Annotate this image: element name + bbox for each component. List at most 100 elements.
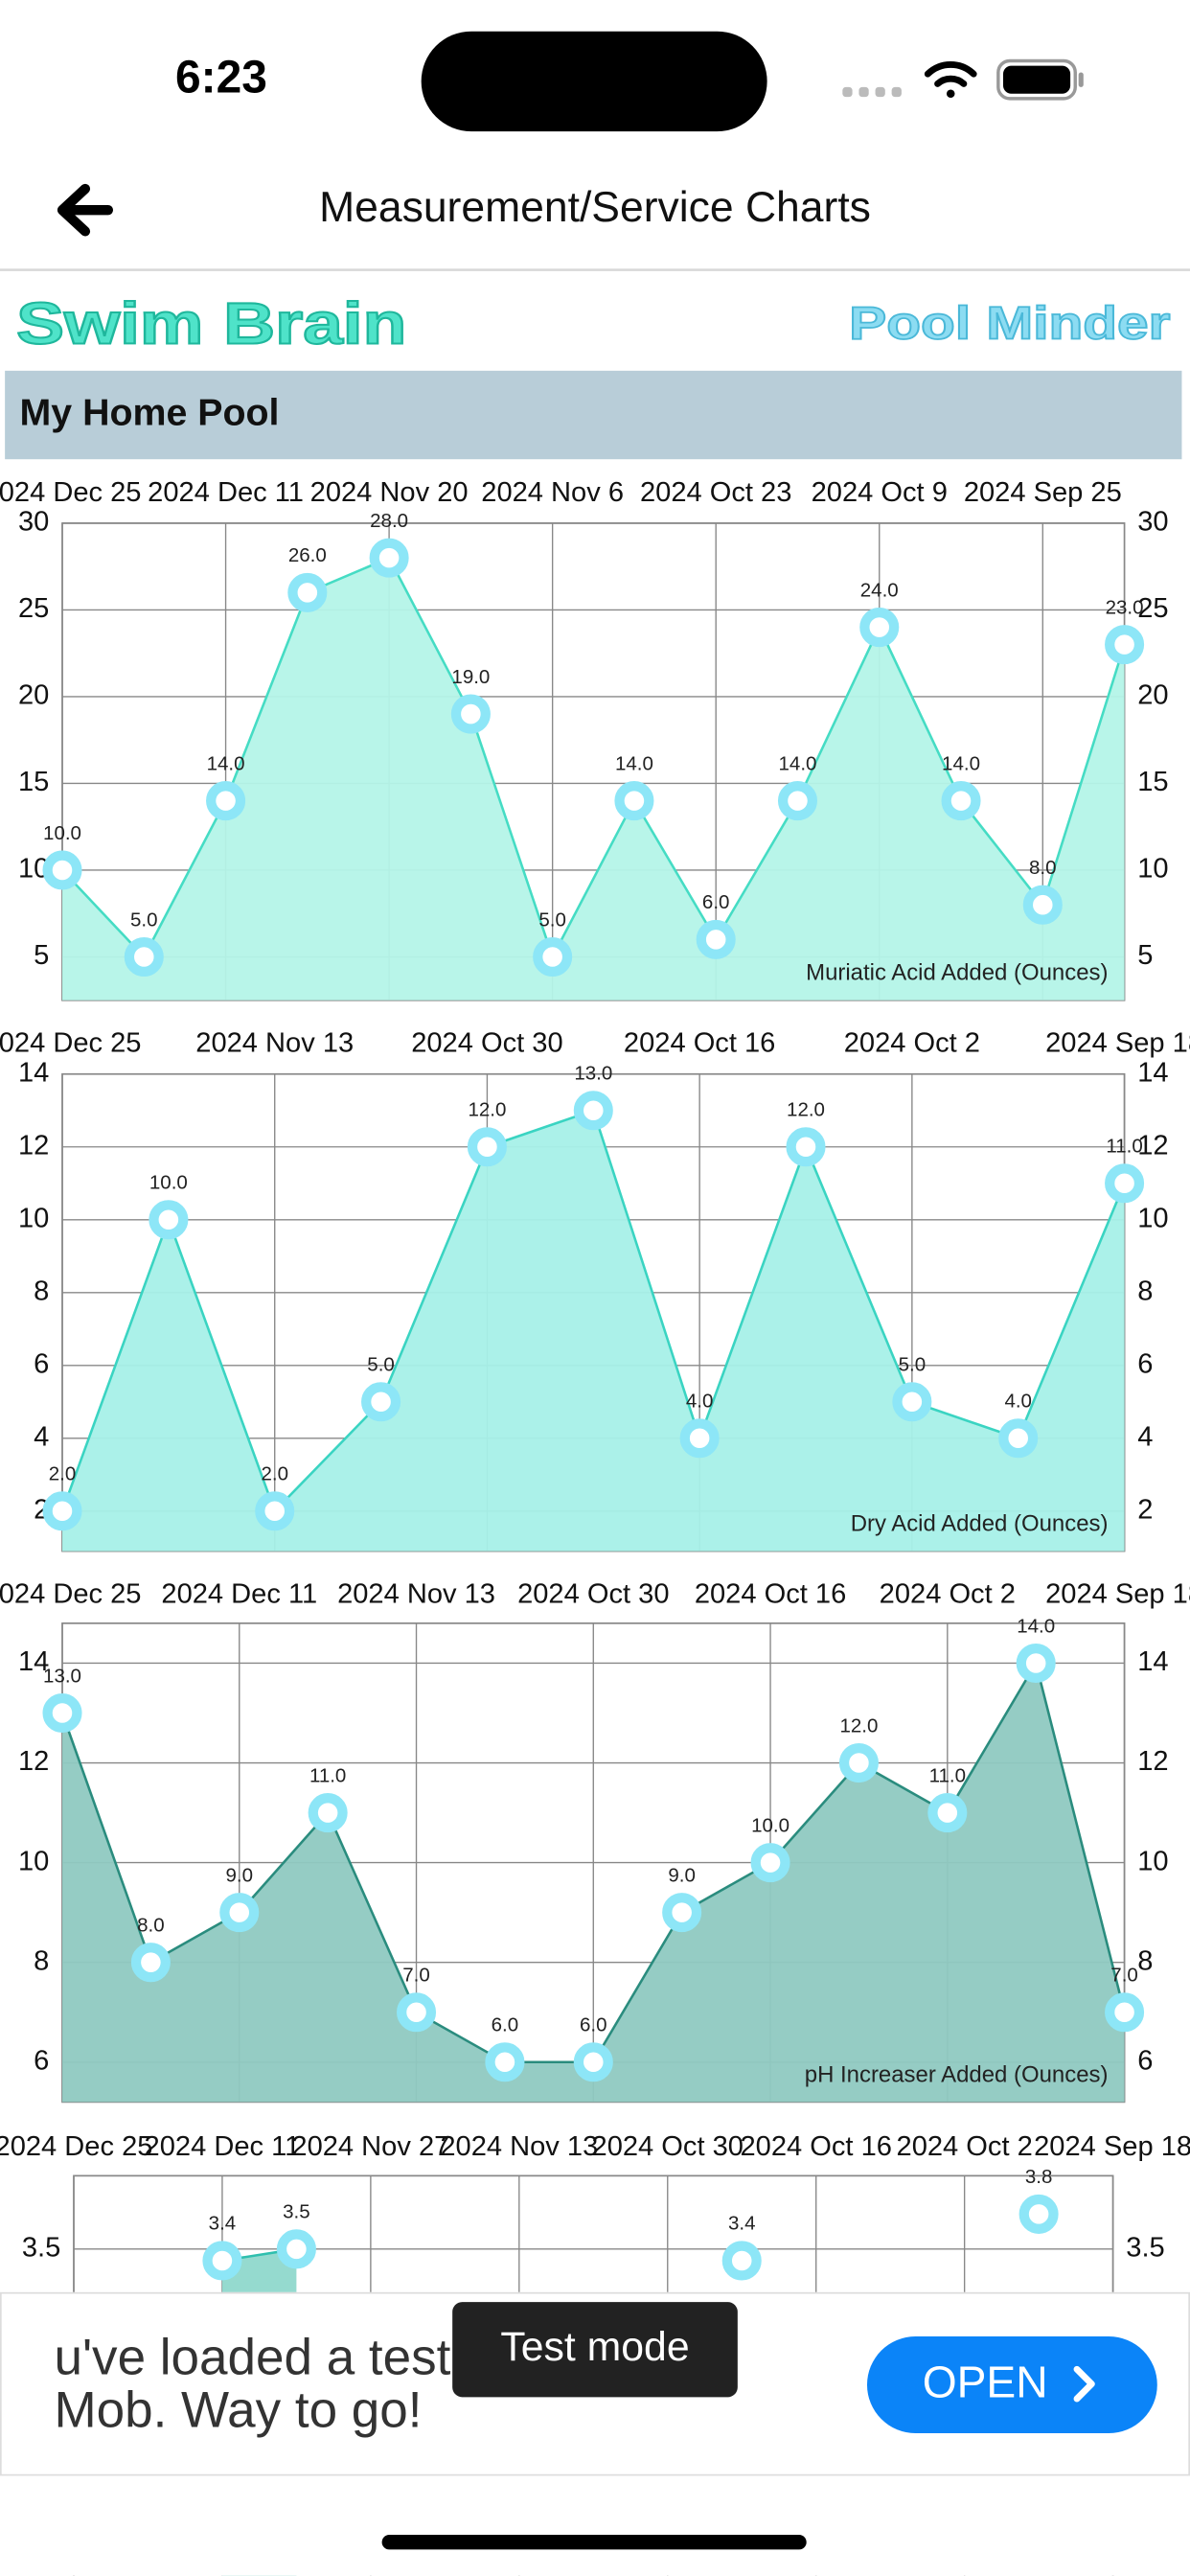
data-point — [1022, 885, 1063, 925]
data-point — [533, 936, 573, 978]
x-tick-label: 2024 Nov 13 — [440, 2131, 598, 2162]
data-point — [1105, 625, 1145, 665]
series-label: Muriatic Acid Added (Ounces) — [806, 960, 1108, 986]
value-label: 5.0 — [899, 1354, 927, 1376]
value-label: 12.0 — [468, 1099, 506, 1121]
value-label: 5.0 — [130, 908, 158, 931]
ad-text[interactable]: u've loaded a test — [54, 2330, 450, 2386]
x-tick-label: 2024 Sep 18 — [1045, 1578, 1190, 1609]
battery-icon — [996, 58, 1084, 101]
data-point — [206, 781, 246, 821]
y-tick-label-right: 15 — [1137, 767, 1168, 797]
value-label: 7.0 — [1110, 1965, 1138, 1987]
value-label: 13.0 — [574, 1063, 612, 1085]
value-label: 11.0 — [1106, 1136, 1142, 1158]
value-label: 14.0 — [1017, 1615, 1055, 1637]
y-tick-label-right: 6 — [1137, 1348, 1153, 1379]
data-point — [750, 1843, 790, 1883]
chart: 2024 Dec 25 2024 Nov 13 2024 Oct 30 2024 Oc… — [0, 1028, 1190, 1552]
x-tick-label: 2024 Oct 16 — [624, 1028, 775, 1059]
value-label: 26.0 — [288, 544, 327, 566]
x-tick-label: 2024 Oct 2 — [897, 2131, 1033, 2162]
series-label: Dry Acid Added (Ounces) — [851, 1511, 1109, 1537]
x-tick-label: 2024 Oct 2 — [844, 1028, 980, 1059]
value-label: 5.0 — [538, 908, 566, 931]
data-point — [1105, 1992, 1145, 2033]
value-label: 8.0 — [137, 1914, 165, 1936]
data-point — [130, 1943, 171, 1983]
x-tick-label: 2024 Oct 23 — [640, 477, 791, 508]
value-label: 5.0 — [367, 1354, 395, 1376]
y-tick-label-right: 3.5 — [1126, 2233, 1164, 2264]
value-label: 14.0 — [207, 752, 245, 774]
data-point — [838, 1743, 879, 1783]
value-label: 9.0 — [668, 1864, 696, 1886]
y-tick-label: 6 — [34, 2045, 49, 2076]
y-tick-label-right: 12 — [1137, 1746, 1168, 1777]
open-button-label[interactable]: OPEN — [923, 2358, 1048, 2407]
y-tick-label-right: 14 — [1137, 1057, 1168, 1088]
open-chevron[interactable] — [1073, 2365, 1095, 2403]
y-tick-label-right: 20 — [1137, 680, 1168, 711]
data-point — [219, 1893, 260, 1933]
x-tick-label: 2024 Oct 16 — [695, 1578, 846, 1609]
y-tick-label: 12 — [18, 1746, 49, 1777]
y-tick-label: 14 — [18, 1057, 49, 1088]
y-tick-label-right: 10 — [1137, 1846, 1168, 1876]
y-tick-label-right: 10 — [1137, 1203, 1168, 1233]
data-point — [721, 2241, 762, 2281]
y-tick-label: 12 — [18, 1130, 49, 1161]
x-tick-label: 2024 Sep 25 — [964, 477, 1122, 508]
data-point — [42, 850, 82, 890]
value-label: 14.0 — [615, 752, 653, 774]
series-label: pH Increaser Added (Ounces) — [805, 2061, 1109, 2087]
x-tick-label: 2024 Oct 30 — [411, 1028, 562, 1059]
data-point — [202, 2241, 242, 2281]
open-button-bg[interactable] — [866, 2336, 1157, 2433]
back-button[interactable] — [57, 183, 114, 237]
y-tick-label: 20 — [18, 680, 49, 711]
data-point — [124, 936, 164, 978]
ad-text[interactable]: Mob. Way to go! — [54, 2381, 422, 2438]
data-point — [998, 1418, 1039, 1459]
data-point — [679, 1418, 720, 1459]
x-tick-label: 2024 Dec 11 — [148, 477, 304, 508]
y-tick-label: 10 — [18, 1846, 49, 1876]
x-tick-label: 2024 Nov 27 — [291, 2131, 449, 2162]
x-tick-label: 2024 Dec 25 — [0, 477, 141, 508]
y-tick-label: 14 — [18, 1646, 49, 1677]
data-point — [892, 1382, 932, 1422]
value-label: 4.0 — [686, 1391, 714, 1413]
header-title: Measurement/Service Charts — [319, 184, 871, 231]
y-tick-label-right: 6 — [1137, 2045, 1153, 2076]
data-point — [859, 608, 900, 648]
value-label: 3.8 — [1025, 2166, 1053, 2188]
x-tick-label: 2024 Dec 25 — [0, 2131, 152, 2162]
value-label: 28.0 — [370, 510, 408, 532]
area-fill — [62, 558, 1125, 1000]
home-indicator — [381, 2535, 807, 2550]
y-tick-label-right: 8 — [1137, 1276, 1153, 1306]
y-tick-label-right: 8 — [1137, 1945, 1153, 1976]
wifi-icon — [924, 61, 977, 98]
data-point — [308, 1793, 348, 1833]
x-tick-label: 2024 Oct 30 — [517, 1578, 669, 1609]
y-tick-label-right: 12 — [1137, 1130, 1168, 1161]
logo-swim-brain: Swim Brain — [16, 291, 406, 357]
y-tick-label-right: 4 — [1137, 1421, 1153, 1452]
data-point — [786, 1127, 826, 1167]
y-tick-label: 10 — [18, 1203, 49, 1233]
value-label: 11.0 — [929, 1764, 966, 1786]
y-tick-label-right: 10 — [1137, 854, 1168, 885]
open-button[interactable]: OPEN — [866, 2336, 1157, 2433]
value-label: 10.0 — [751, 1814, 790, 1836]
data-point — [1016, 1643, 1056, 1684]
data-point — [361, 1382, 401, 1422]
value-label: 23.0 — [1106, 596, 1144, 618]
data-point — [696, 919, 736, 959]
y-tick-label: 4 — [34, 1421, 49, 1452]
back-arrow[interactable] — [57, 183, 114, 237]
